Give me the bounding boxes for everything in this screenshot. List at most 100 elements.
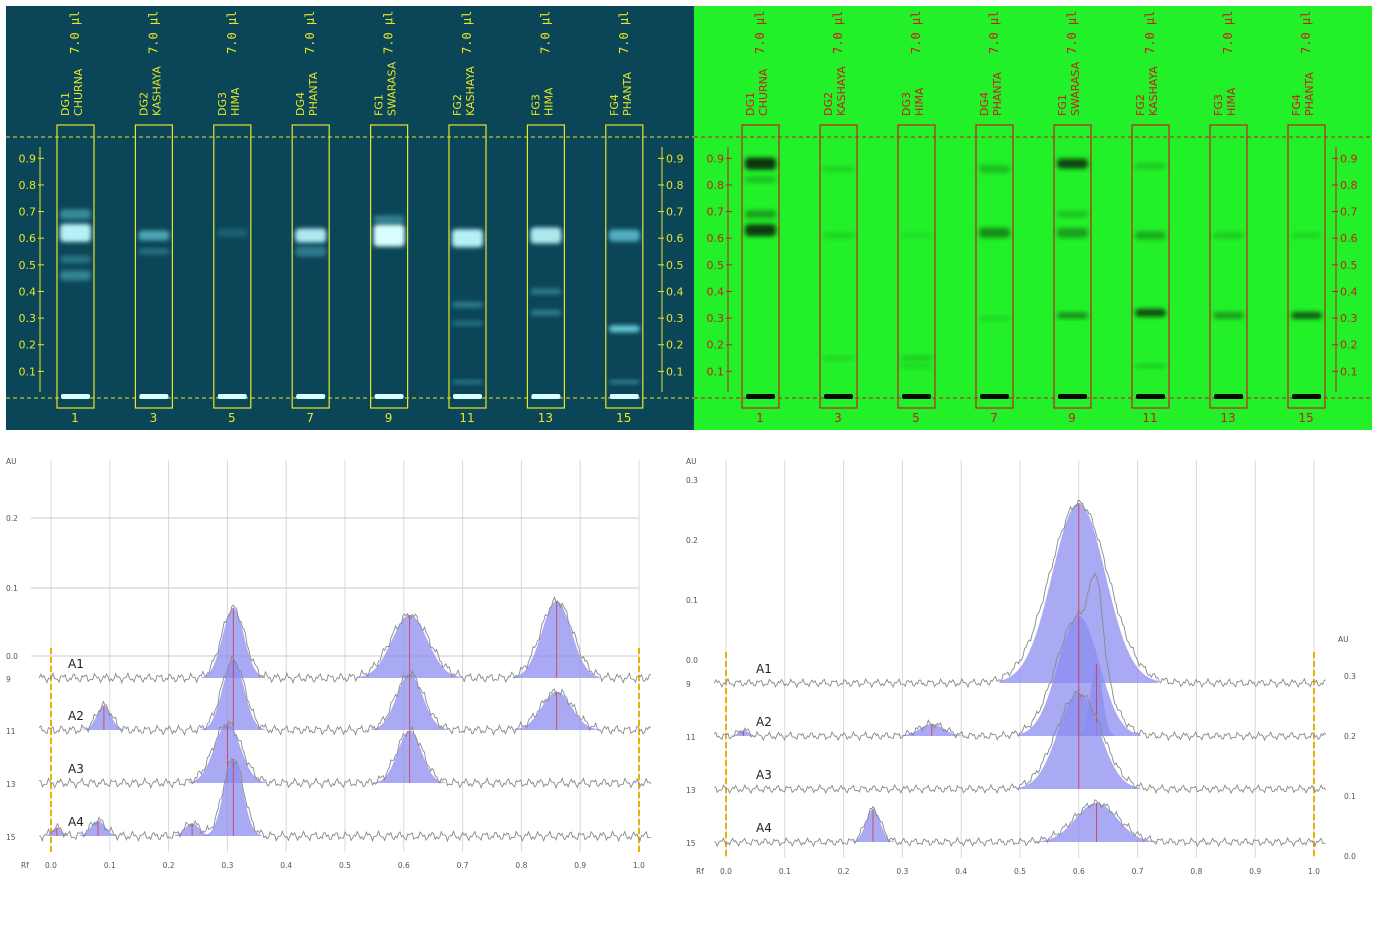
y-axis-label: AU	[686, 457, 697, 466]
rf-scale-right-label: 0.3	[1340, 312, 1358, 325]
lane-band	[530, 227, 562, 244]
lane-band	[60, 223, 91, 242]
x-tick-label: 0.2	[163, 861, 175, 870]
x-tick-label: 1.0	[1308, 867, 1320, 876]
track-number-label: 9	[6, 675, 11, 684]
tlc-plate-366nm: 7.0 µl DG1 CHURNA 1 7.0 µl DG2 KASHAYA 3 7.0 µl D…	[6, 6, 694, 430]
y-tick-label: 0.2	[6, 514, 18, 523]
origin-spot	[824, 394, 853, 399]
track-number-label: 13	[6, 780, 16, 789]
lane-frame	[213, 124, 252, 409]
origin-spot	[453, 394, 482, 399]
lane-volume-label: 7.0 µl	[909, 11, 923, 54]
lane-code-label: DG4	[294, 92, 307, 116]
right-axis-label: AU	[1338, 635, 1349, 644]
rf-scale-left-label: 0.3	[19, 312, 37, 325]
track-number: 9	[1068, 411, 1076, 425]
y-tick-label: 0.1	[686, 596, 698, 605]
x-tick-label: 0.1	[779, 867, 791, 876]
rf-scale-left-label: 0.1	[707, 365, 725, 378]
lane-frame	[1287, 124, 1326, 409]
right-tick-label: 0.3	[1344, 672, 1356, 681]
lane-frame	[897, 124, 936, 409]
lane-band	[216, 228, 248, 237]
track-number-label: 15	[6, 833, 16, 842]
series-label: A1	[756, 662, 772, 676]
lane-name-label: CHURNA	[72, 68, 85, 116]
rf-scale-right-label: 0.2	[666, 339, 684, 352]
track-number: 13	[1220, 411, 1235, 425]
lane-code-label: FG1	[1056, 94, 1069, 116]
rf-scale-right-label: 0.7	[666, 206, 684, 219]
track-number: 7	[306, 411, 314, 425]
lane-frame	[819, 124, 858, 409]
track-number: 1	[71, 411, 79, 425]
lane-band	[1135, 364, 1166, 369]
lane-code-label: DG3	[216, 92, 229, 116]
x-axis-label: Rf	[21, 861, 29, 870]
track-number: 11	[1142, 411, 1157, 425]
series-trace	[714, 799, 1326, 848]
lane-volume-label: 7.0 µl	[146, 11, 160, 54]
lane-volume-label: 7.0 µl	[831, 11, 845, 54]
x-tick-label: 0.4	[955, 867, 967, 876]
lane-frame	[605, 124, 644, 409]
track-number-label: 11	[6, 727, 16, 736]
lane-band	[60, 255, 91, 264]
series-label: A3	[756, 768, 772, 782]
origin-spot	[374, 394, 404, 399]
lane-band	[608, 380, 640, 385]
track-number: 5	[912, 411, 920, 425]
lane-name-label: HIMA	[1225, 87, 1238, 116]
plate-background	[694, 6, 1372, 430]
right-tick-label: 0.2	[1344, 732, 1356, 741]
lane-code-label: DG2	[822, 92, 835, 116]
rf-scale-right-label: 0.1	[1340, 365, 1358, 378]
lane-band	[745, 176, 776, 183]
lane-band	[452, 320, 483, 326]
rf-scale-right-label: 0.8	[666, 179, 684, 192]
rf-scale-left-label: 0.9	[19, 152, 37, 165]
rf-scale-left-label: 0.8	[19, 179, 37, 192]
lane-code-label: FG3	[529, 94, 542, 116]
lane-name-label: KASHAYA	[464, 66, 477, 116]
lane-name-label: SWARASA	[386, 61, 399, 116]
rf-scale-left-label: 0.2	[19, 339, 37, 352]
lane-band	[530, 309, 562, 316]
lane-code-label: DG1	[59, 92, 72, 116]
lane-volume-label: 7.0 µl	[460, 11, 474, 54]
x-tick-label: 0.0	[720, 867, 732, 876]
lane-volume-label: 7.0 µl	[1143, 11, 1157, 54]
lane-band	[1213, 232, 1244, 239]
densitogram-right-chart: 0.0 0.1 0.2 0.3 0.4 0.5 0.6 0.7 0.8 0.9 1.0 AU 0.3 0.…	[686, 457, 1356, 876]
lane-band	[373, 215, 405, 224]
lane-frame	[1053, 124, 1092, 409]
x-tick-label: 0.9	[1249, 867, 1261, 876]
lane-volume-label: 7.0 µl	[987, 11, 1001, 54]
origin-spot	[1214, 394, 1243, 399]
series-trace	[39, 720, 652, 790]
lane-name-label: SWARASA	[1069, 61, 1082, 116]
lane-band	[530, 288, 562, 295]
lane-band	[60, 209, 91, 220]
lane-volume-label: 7.0 µl	[1299, 11, 1313, 54]
lane-volume-label: 7.0 µl	[1065, 11, 1079, 54]
origin-spot	[531, 394, 561, 399]
rf-scale-right-label: 0.6	[1340, 232, 1358, 245]
lane-band	[823, 232, 854, 239]
lane-band	[138, 248, 170, 255]
rf-scale-right-label: 0.8	[1340, 179, 1358, 192]
track-number-label: 11	[686, 733, 696, 742]
lane-code-label: FG2	[1134, 94, 1147, 116]
track-number: 3	[834, 411, 842, 425]
track-number: 15	[616, 411, 631, 425]
y-tick-label: 0.0	[6, 652, 18, 661]
x-tick-label: 0.2	[838, 867, 850, 876]
track-number: 3	[150, 411, 158, 425]
rf-scale-right-label: 0.5	[666, 259, 684, 272]
x-axis-label: Rf	[696, 867, 704, 876]
lane-band	[745, 157, 776, 170]
track-number: 13	[538, 411, 553, 425]
lane-name-label: KASHAYA	[150, 66, 163, 116]
lane-name-label: HIMA	[913, 87, 926, 116]
